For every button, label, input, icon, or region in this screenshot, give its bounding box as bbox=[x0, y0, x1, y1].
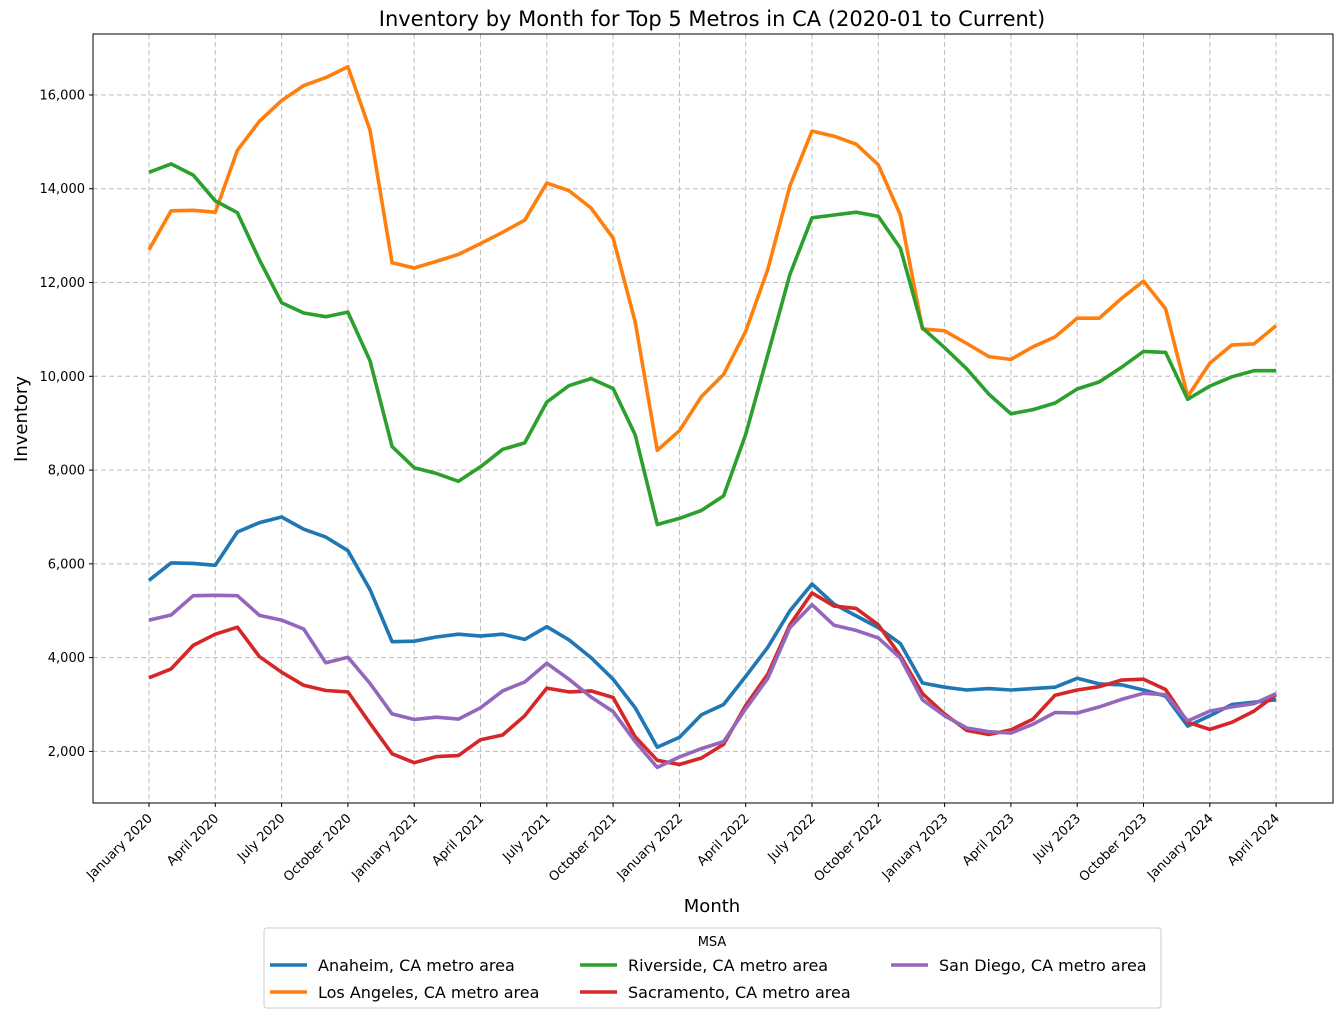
legend-label: San Diego, CA metro area bbox=[939, 956, 1147, 975]
y-tick-label: 6,000 bbox=[48, 557, 85, 572]
legend: MSA Anaheim, CA metro area Los Angeles, C… bbox=[263, 927, 1162, 1009]
legend-box bbox=[263, 927, 1162, 1009]
legend-label: Riverside, CA metro area bbox=[628, 956, 828, 975]
gridlines bbox=[93, 34, 1333, 803]
y-tick-label: 2,000 bbox=[48, 745, 85, 760]
legend-label: Anaheim, CA metro area bbox=[318, 956, 515, 975]
x-axis-title: Month bbox=[684, 896, 740, 917]
y-tick-label: 8,000 bbox=[48, 464, 85, 479]
series-line-sacramento bbox=[148, 591, 1278, 767]
legend-item: San Diego, CA metro area bbox=[891, 956, 1147, 975]
y-tick-label: 16,000 bbox=[40, 88, 86, 103]
legend-item: Riverside, CA metro area bbox=[580, 956, 828, 975]
series-lines bbox=[147, 65, 1278, 770]
legend-label: Sacramento, CA metro area bbox=[628, 983, 851, 1002]
y-axis-title: Inventory bbox=[11, 376, 32, 462]
plot-frame bbox=[92, 33, 1334, 804]
y-tick-label: 4,000 bbox=[48, 651, 85, 666]
y-tick-label: 14,000 bbox=[40, 182, 86, 197]
legend-title: MSA bbox=[698, 935, 727, 950]
series-line-riverside bbox=[148, 162, 1277, 527]
legend-item: Anaheim, CA metro area bbox=[270, 956, 515, 975]
legend-item: Los Angeles, CA metro area bbox=[270, 983, 539, 1002]
legend-item: Sacramento, CA metro area bbox=[580, 983, 851, 1002]
series-line-san-diego bbox=[148, 593, 1277, 770]
legend-items: Anaheim, CA metro area Los Angeles, CA me… bbox=[270, 956, 1147, 1002]
y-tick-label: 12,000 bbox=[40, 276, 86, 291]
y-tick-label: 10,000 bbox=[40, 370, 86, 385]
series-line-anaheim bbox=[147, 515, 1277, 750]
y-axis-ticks: 2,000 4,000 6,000 8,000 10,000 12,000 14,000 16… bbox=[40, 88, 93, 760]
chart-title: Inventory by Month for Top 5 Metros in C… bbox=[379, 7, 1045, 31]
legend-label: Los Angeles, CA metro area bbox=[318, 983, 539, 1002]
series-line-los-angeles bbox=[147, 65, 1278, 453]
